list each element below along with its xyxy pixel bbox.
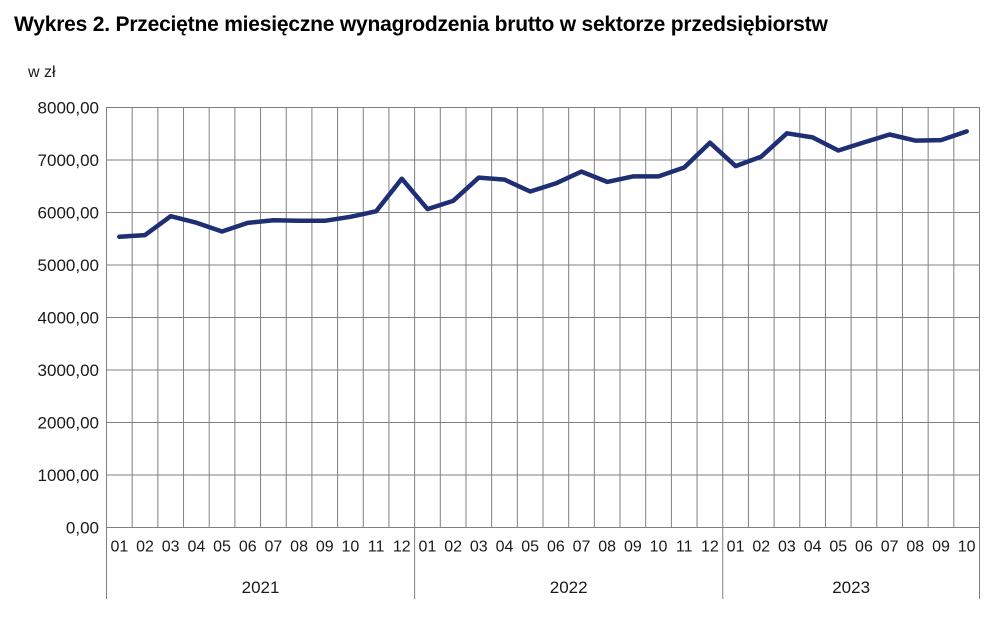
x-axis-month-label: 05	[213, 539, 231, 556]
x-axis-month-label: 08	[598, 539, 616, 556]
x-axis-month-label: 05	[521, 539, 539, 556]
x-axis-month-label: 09	[316, 539, 334, 556]
x-axis-month-label: 04	[496, 539, 514, 556]
x-axis-month-label: 08	[906, 539, 924, 556]
x-axis-month-label: 04	[804, 539, 822, 556]
y-axis-tick-label: 4000,00	[38, 309, 99, 328]
x-axis-month-label: 10	[342, 539, 360, 556]
y-axis-tick-label: 5000,00	[38, 256, 99, 275]
x-axis-month-label: 02	[444, 539, 462, 556]
plot-area-border	[106, 107, 980, 528]
y-axis-tick-label: 2000,00	[38, 414, 99, 433]
x-axis-month-label: 11	[676, 539, 693, 556]
y-axis-tick-label: 3000,00	[38, 361, 99, 380]
x-axis-month-label: 04	[187, 539, 205, 556]
x-axis-month-label: 02	[752, 539, 770, 556]
chart-title: Wykres 2. Przeciętne miesięczne wynagrod…	[14, 13, 828, 36]
x-axis-month-label: 11	[368, 539, 385, 556]
x-axis-month-label: 10	[958, 539, 976, 556]
y-axis-tick-label: 1000,00	[38, 466, 99, 485]
x-axis-month-label: 01	[110, 539, 128, 556]
x-axis-month-label: 03	[778, 539, 796, 556]
x-axis-month-label: 07	[264, 539, 282, 556]
x-axis-year-label: 2023	[832, 578, 870, 597]
y-axis-tick-label: 7000,00	[38, 151, 99, 170]
x-axis-month-label: 06	[855, 539, 873, 556]
x-axis-month-label: 03	[162, 539, 180, 556]
x-axis-month-label: 06	[239, 539, 257, 556]
y-axis-tick-label: 0,00	[66, 519, 99, 538]
x-axis-month-label: 07	[573, 539, 591, 556]
y-axis-tick-label: 8000,00	[38, 99, 99, 118]
x-axis-month-label: 05	[829, 539, 847, 556]
wage-line-series	[117, 129, 969, 240]
x-axis-month-label: 10	[650, 539, 668, 556]
x-axis-month-label: 06	[547, 539, 565, 556]
x-axis-month-label: 01	[727, 539, 745, 556]
x-axis-month-label: 09	[624, 539, 642, 556]
x-axis-month-label: 02	[136, 539, 154, 556]
x-axis-month-label: 12	[393, 539, 411, 556]
x-axis-month-label: 08	[290, 539, 308, 556]
x-axis-month-label: 01	[419, 539, 437, 556]
x-axis-month-label: 09	[932, 539, 950, 556]
x-axis-year-label: 2022	[550, 578, 588, 597]
y-axis-unit-label: w zł	[28, 64, 56, 81]
x-axis-month-label: 07	[881, 539, 899, 556]
y-axis-tick-label: 6000,00	[38, 204, 99, 223]
x-axis-month-label: 03	[470, 539, 488, 556]
x-axis-year-label: 2021	[242, 578, 280, 597]
x-axis-month-label: 12	[701, 539, 719, 556]
